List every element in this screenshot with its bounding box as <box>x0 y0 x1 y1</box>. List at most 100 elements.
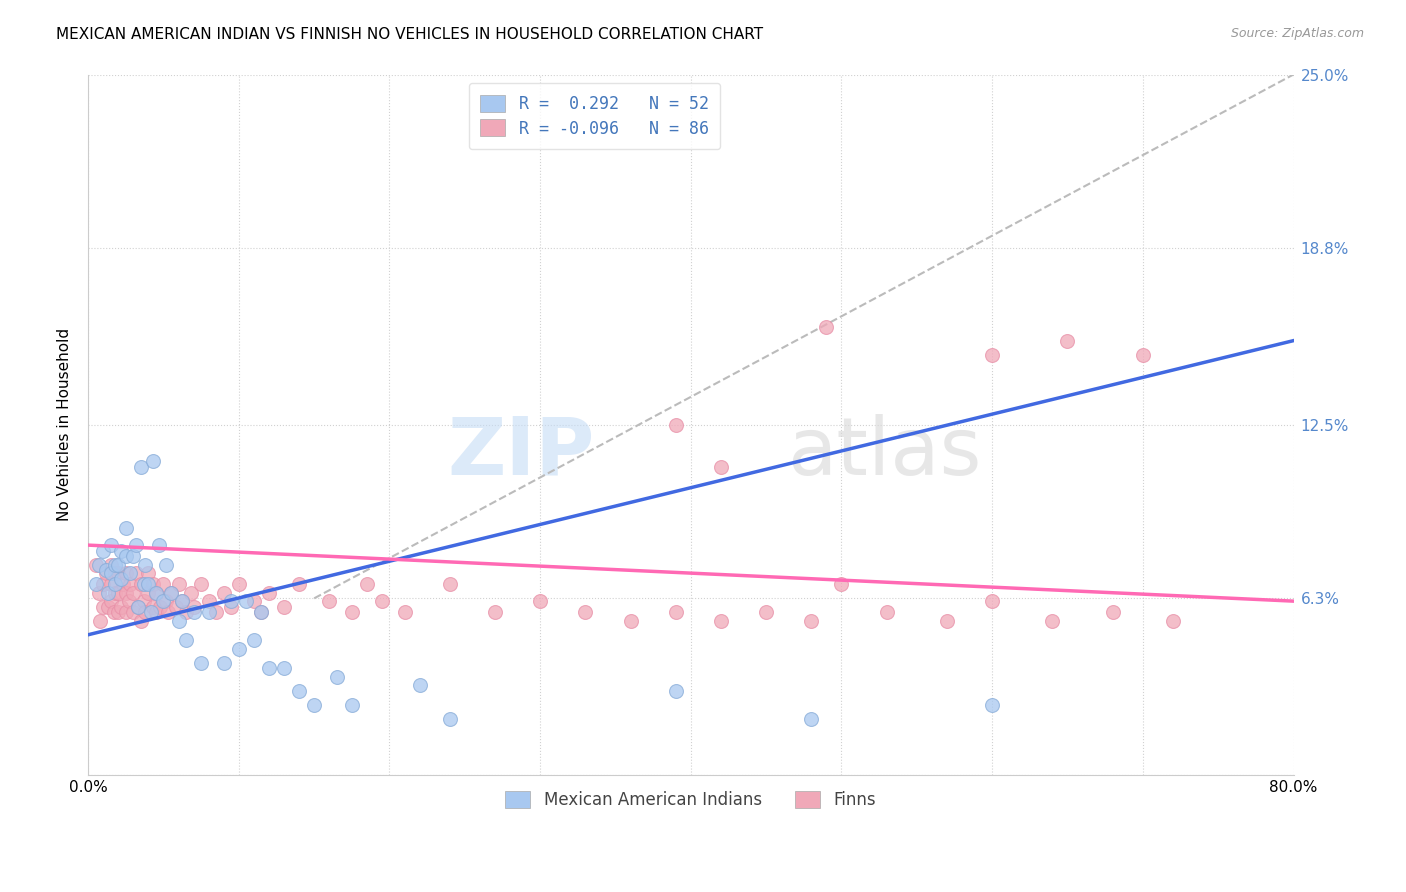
Point <box>221 594 243 608</box>
Point <box>205 605 228 619</box>
Point <box>183 605 205 619</box>
Point <box>87 586 110 600</box>
Point <box>129 459 152 474</box>
Point <box>876 605 898 619</box>
Point <box>170 594 193 608</box>
Point <box>288 577 311 591</box>
Point <box>111 577 134 591</box>
Point <box>167 614 190 628</box>
Point <box>100 577 122 591</box>
Point <box>574 605 596 619</box>
Point <box>665 683 688 698</box>
Point <box>212 656 235 670</box>
Text: MEXICAN AMERICAN INDIAN VS FINNISH NO VEHICLES IN HOUSEHOLD CORRELATION CHART: MEXICAN AMERICAN INDIAN VS FINNISH NO VE… <box>56 27 763 42</box>
Point <box>134 605 156 619</box>
Point <box>114 605 136 619</box>
Point <box>91 543 114 558</box>
Point <box>145 586 167 600</box>
Point <box>125 566 148 581</box>
Point <box>100 594 122 608</box>
Point <box>1132 348 1154 362</box>
Text: Source: ZipAtlas.com: Source: ZipAtlas.com <box>1230 27 1364 40</box>
Point <box>120 566 142 581</box>
Point <box>142 454 165 468</box>
Point <box>132 594 155 608</box>
Point <box>122 586 145 600</box>
Point <box>326 670 349 684</box>
Point <box>104 566 127 581</box>
Point <box>250 605 273 619</box>
Point <box>174 633 197 648</box>
Point <box>134 558 156 572</box>
Point <box>619 614 641 628</box>
Point <box>356 577 378 591</box>
Point <box>439 577 461 591</box>
Point <box>97 599 120 614</box>
Point <box>273 599 295 614</box>
Y-axis label: No Vehicles in Household: No Vehicles in Household <box>58 328 72 521</box>
Point <box>96 563 118 577</box>
Point <box>1056 334 1078 348</box>
Point <box>97 586 120 600</box>
Point <box>190 656 212 670</box>
Point <box>107 566 129 581</box>
Legend: Mexican American Indians, Finns: Mexican American Indians, Finns <box>499 784 883 815</box>
Point <box>243 594 266 608</box>
Text: atlas: atlas <box>787 414 981 491</box>
Point <box>235 594 257 608</box>
Point <box>89 614 111 628</box>
Point <box>167 577 190 591</box>
Point <box>228 641 250 656</box>
Point <box>981 594 1004 608</box>
Point <box>129 577 152 591</box>
Point <box>142 599 165 614</box>
Point <box>138 586 160 600</box>
Point <box>145 586 167 600</box>
Point <box>100 538 122 552</box>
Point <box>936 614 959 628</box>
Point <box>710 614 733 628</box>
Point <box>125 538 148 552</box>
Point <box>149 599 172 614</box>
Point <box>394 605 416 619</box>
Point <box>302 698 325 712</box>
Point <box>190 577 212 591</box>
Point <box>710 459 733 474</box>
Point <box>174 605 197 619</box>
Point <box>800 614 823 628</box>
Point <box>288 683 311 698</box>
Point <box>84 558 107 572</box>
Point <box>107 586 129 600</box>
Point <box>145 605 167 619</box>
Point <box>132 577 155 591</box>
Point <box>91 577 114 591</box>
Point <box>138 577 160 591</box>
Point <box>138 566 160 581</box>
Point <box>197 594 219 608</box>
Point <box>127 599 149 614</box>
Point <box>1042 614 1064 628</box>
Point <box>371 594 394 608</box>
Point <box>1101 605 1123 619</box>
Point <box>103 605 125 619</box>
Point <box>1161 614 1184 628</box>
Point <box>114 521 136 535</box>
Point <box>122 605 145 619</box>
Point <box>104 577 127 591</box>
Point <box>529 594 551 608</box>
Point <box>408 678 430 692</box>
Point <box>439 712 461 726</box>
Point <box>800 712 823 726</box>
Point <box>340 605 363 619</box>
Point <box>243 633 266 648</box>
Point <box>114 566 136 581</box>
Point <box>120 577 142 591</box>
Point <box>96 566 118 581</box>
Point <box>110 572 132 586</box>
Point <box>155 594 177 608</box>
Point <box>91 599 114 614</box>
Point <box>831 577 853 591</box>
Point <box>484 605 506 619</box>
Point <box>107 605 129 619</box>
Point <box>110 599 132 614</box>
